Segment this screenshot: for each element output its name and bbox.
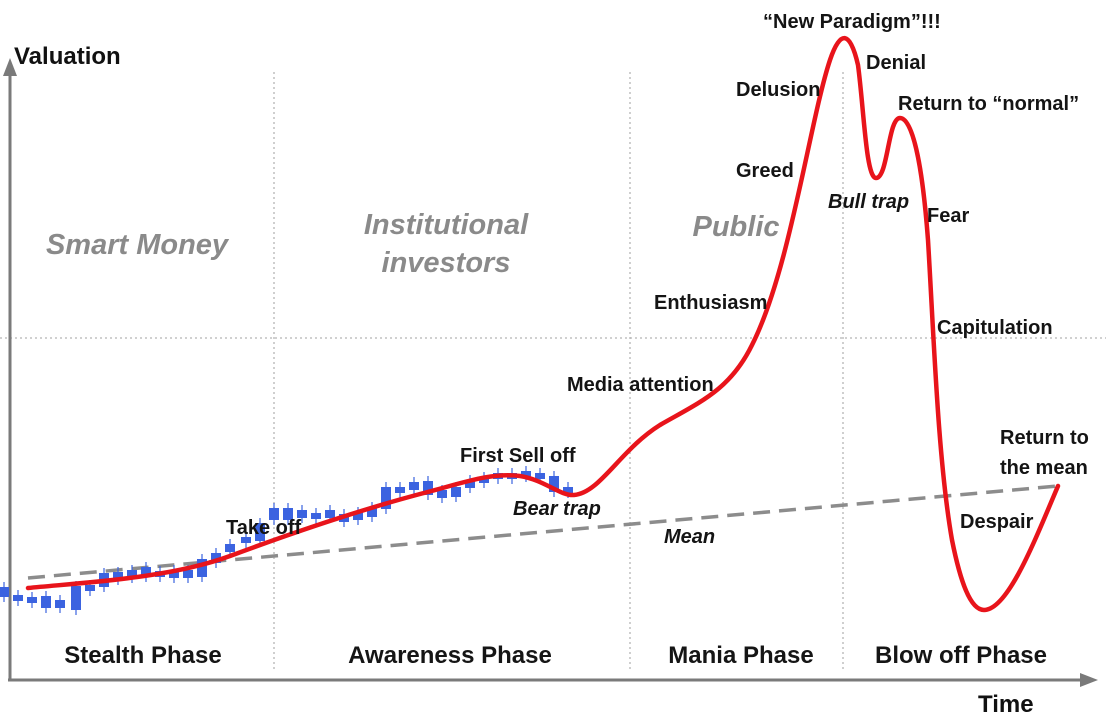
- annotation-take-off: Take off: [226, 517, 302, 539]
- annotation-first-sell-off: First Sell off: [460, 445, 576, 467]
- phase-label-awareness: Awareness Phase: [348, 642, 552, 669]
- annotation-bear-trap: Bear trap: [513, 498, 601, 520]
- candle-body: [225, 544, 235, 552]
- y-axis-arrowhead: [3, 58, 17, 76]
- annotation-fear: Fear: [927, 205, 969, 227]
- group-label-smart-money: Smart Money: [46, 229, 230, 261]
- phase-label-blow-off: Blow off Phase: [875, 642, 1047, 669]
- candle-body: [255, 523, 265, 541]
- phase-label-stealth: Stealth Phase: [64, 642, 221, 669]
- candle-body: [113, 572, 123, 580]
- candle-body: [423, 481, 433, 495]
- candle-body: [535, 473, 545, 479]
- candle-body: [169, 570, 179, 578]
- candle-body: [381, 487, 391, 509]
- annotation-delusion: Delusion: [736, 79, 820, 101]
- annotation-return-mean-line2: the mean: [1000, 457, 1088, 479]
- candle-body: [241, 537, 251, 543]
- x-axis-arrowhead: [1080, 673, 1098, 687]
- annotation-return-mean-line1: Return to: [1000, 427, 1089, 449]
- candle-body: [13, 595, 23, 601]
- group-label-public: Public: [692, 211, 779, 243]
- annotation-bull-trap: Bull trap: [828, 191, 909, 213]
- axes: [3, 58, 1098, 687]
- candle-body: [127, 570, 137, 578]
- annotation-enthusiasm: Enthusiasm: [654, 292, 767, 314]
- candle-body: [269, 508, 279, 520]
- y-axis-title: Valuation: [14, 43, 121, 70]
- annotation-mean: Mean: [664, 526, 715, 548]
- candle-body: [395, 487, 405, 493]
- candle-body: [297, 510, 307, 518]
- candle-body: [325, 510, 335, 518]
- group-label-institutional-line1: Institutional: [364, 209, 529, 241]
- candle-body: [437, 490, 447, 498]
- candle-body: [465, 480, 475, 488]
- candle-body: [211, 553, 221, 563]
- candle-body: [563, 487, 573, 493]
- annotation-return-normal: Return to “normal”: [898, 93, 1079, 115]
- candle-body: [197, 559, 207, 577]
- candle-body: [367, 507, 377, 517]
- candle-body: [41, 596, 51, 608]
- candle-body: [311, 513, 321, 519]
- annotation-new-paradigm: “New Paradigm”!!!: [763, 11, 941, 33]
- candle-body: [141, 567, 151, 577]
- valuation-curve: [25, 35, 1061, 613]
- group-label-institutional-line2: investors: [382, 247, 511, 279]
- candlestick-series: [0, 466, 573, 615]
- annotation-despair: Despair: [960, 511, 1034, 533]
- candle-body: [0, 587, 9, 597]
- candle-body: [549, 476, 559, 492]
- x-axis-title: Time: [978, 691, 1034, 718]
- annotation-denial: Denial: [866, 52, 926, 74]
- candle-body: [71, 586, 81, 610]
- candle-body: [409, 482, 419, 490]
- candle-body: [183, 570, 193, 578]
- annotation-capitulation: Capitulation: [937, 317, 1053, 339]
- candle-body: [479, 477, 489, 483]
- candle-body: [521, 471, 531, 477]
- candle-body: [283, 508, 293, 520]
- candle-body: [27, 597, 37, 603]
- candle-body: [85, 585, 95, 591]
- candle-body: [55, 600, 65, 608]
- candle-body: [353, 512, 363, 520]
- annotation-media-attention: Media attention: [567, 374, 714, 396]
- candle-body: [451, 487, 461, 497]
- annotation-greed: Greed: [736, 160, 794, 182]
- phase-label-mania: Mania Phase: [668, 642, 813, 669]
